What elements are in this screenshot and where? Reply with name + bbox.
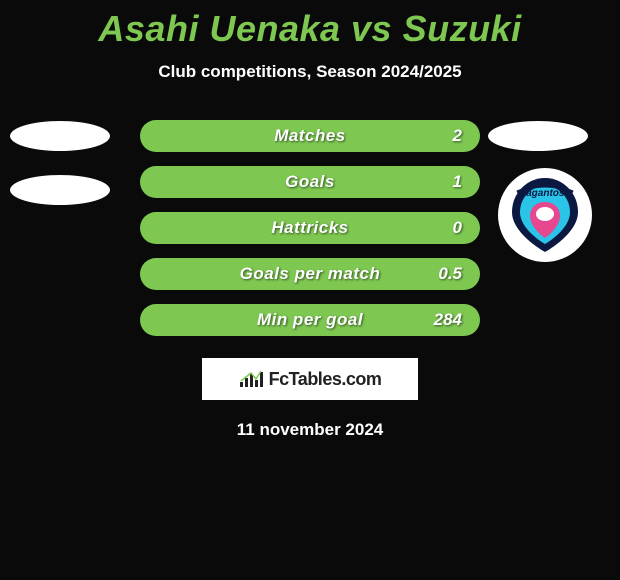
chart-bars-icon bbox=[239, 369, 265, 389]
stat-value: 0.5 bbox=[438, 264, 462, 284]
stat-label: Goals per match bbox=[240, 264, 381, 284]
infographic-container: Asahi Uenaka vs Suzuki Club competitions… bbox=[0, 0, 620, 440]
stats-column: Matches 2 Goals 1 Hattricks 0 Goals per … bbox=[140, 120, 480, 336]
page-title: Asahi Uenaka vs Suzuki bbox=[0, 8, 620, 50]
stat-row-min-per-goal: Min per goal 284 bbox=[140, 304, 480, 336]
stat-value: 2 bbox=[453, 126, 462, 146]
stats-area: Matches 2 Goals 1 Hattricks 0 Goals per … bbox=[0, 120, 620, 336]
fctables-logo[interactable]: FcTables.com bbox=[202, 358, 418, 400]
stat-row-matches: Matches 2 bbox=[140, 120, 480, 152]
stat-label: Matches bbox=[274, 126, 346, 146]
stat-row-hattricks: Hattricks 0 bbox=[140, 212, 480, 244]
stat-label: Hattricks bbox=[271, 218, 348, 238]
stat-row-goals: Goals 1 bbox=[140, 166, 480, 198]
date-line: 11 november 2024 bbox=[0, 420, 620, 440]
stat-label: Min per goal bbox=[257, 310, 363, 330]
stat-value: 0 bbox=[453, 218, 462, 238]
stat-label: Goals bbox=[285, 172, 335, 192]
logo-text: FcTables.com bbox=[269, 369, 382, 390]
stat-value: 284 bbox=[434, 310, 462, 330]
page-subtitle: Club competitions, Season 2024/2025 bbox=[0, 62, 620, 82]
stat-row-goals-per-match: Goals per match 0.5 bbox=[140, 258, 480, 290]
stat-value: 1 bbox=[453, 172, 462, 192]
